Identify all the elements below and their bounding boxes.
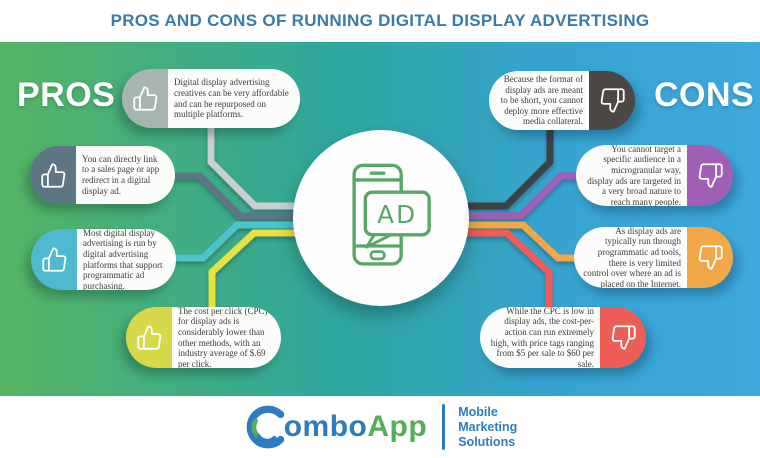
title-bar: PROS AND CONS OF RUNNING DIGITAL DISPLAY…: [0, 0, 760, 42]
brand-ombo: ombo: [283, 410, 368, 443]
pro-text: You can directly link to a sales page or…: [82, 153, 160, 196]
cons-label: CONS: [654, 76, 755, 114]
thumbs-up-icon: [40, 162, 65, 188]
con-text: Because the format of display ads are me…: [500, 73, 583, 127]
con-item-3: As display ads are typically run through…: [574, 227, 733, 288]
thumbs-up-badge: [30, 146, 76, 204]
thumbs-up-icon: [132, 86, 157, 111]
thumbs-up-badge: [31, 229, 77, 290]
con-text-box: While the CPC is low in display ads, the…: [480, 307, 600, 368]
thumbs-down-badge: [589, 71, 635, 130]
pro-text: Most digital display advertising is run …: [83, 229, 163, 290]
con-text: You cannot target a specific audience in…: [587, 145, 681, 206]
con-text-box: Because the format of display ads are me…: [489, 71, 589, 130]
tagline-line: Solutions: [458, 434, 516, 449]
thumbs-down-icon: [611, 325, 636, 350]
con-text-box: You cannot target a specific audience in…: [576, 145, 687, 206]
pro-item-3: Most digital display advertising is run …: [31, 229, 176, 290]
con-item-1: Because the format of display ads are me…: [489, 71, 635, 130]
brand-wordmark: omboApp: [284, 410, 427, 444]
footer: omboApp Mobile Marketing Solutions: [0, 396, 760, 458]
thumbs-up-badge: [126, 307, 172, 368]
con-text-box: As display ads are typically run through…: [574, 227, 687, 288]
pro-item-1: Digital display advertising creatives ca…: [122, 69, 300, 128]
pro-text-box: You can directly link to a sales page or…: [76, 146, 175, 204]
brand-tagline: Mobile Marketing Solutions: [458, 405, 517, 450]
pro-text: Digital display advertising creatives ca…: [174, 77, 289, 120]
con-text: As display ads are typically run through…: [583, 227, 681, 288]
con-item-4: While the CPC is low in display ads, the…: [480, 307, 646, 368]
thumbs-up-badge: [122, 69, 168, 128]
thumbs-down-icon: [698, 245, 723, 270]
thumbs-up-icon: [136, 325, 161, 350]
tagline-line: Marketing: [458, 419, 518, 434]
pros-label: PROS: [17, 76, 116, 114]
phone-home-button: [369, 250, 386, 261]
brand-app: App: [367, 410, 428, 443]
phone-speaker: [369, 171, 386, 175]
center-circle: AD: [293, 130, 469, 306]
pro-text-box: Most digital display advertising is run …: [77, 229, 176, 290]
logo-divider: [442, 404, 446, 450]
pro-text: The cost per click (CPC) for display ads…: [178, 307, 268, 368]
pro-text-box: Digital display advertising creatives ca…: [168, 69, 300, 128]
con-item-2: You cannot target a specific audience in…: [576, 145, 733, 206]
smartphone-ad-icon: AD: [352, 163, 431, 266]
tagline-line: Mobile: [458, 404, 498, 419]
ad-label: AD: [377, 200, 417, 229]
comboapp-logo-icon: [246, 405, 285, 449]
pro-text-box: The cost per click (CPC) for display ads…: [172, 307, 281, 368]
pro-item-4: The cost per click (CPC) for display ads…: [126, 307, 281, 368]
page-title: PROS AND CONS OF RUNNING DIGITAL DISPLAY…: [110, 11, 650, 30]
pro-item-2: You can directly link to a sales page or…: [30, 146, 175, 204]
thumbs-down-icon: [698, 163, 723, 188]
con-text: While the CPC is low in display ads, the…: [490, 307, 594, 368]
brand-logo: omboApp Mobile Marketing Solutions: [243, 404, 517, 450]
thumbs-up-icon: [41, 247, 66, 272]
thumbs-down-icon: [600, 88, 625, 113]
